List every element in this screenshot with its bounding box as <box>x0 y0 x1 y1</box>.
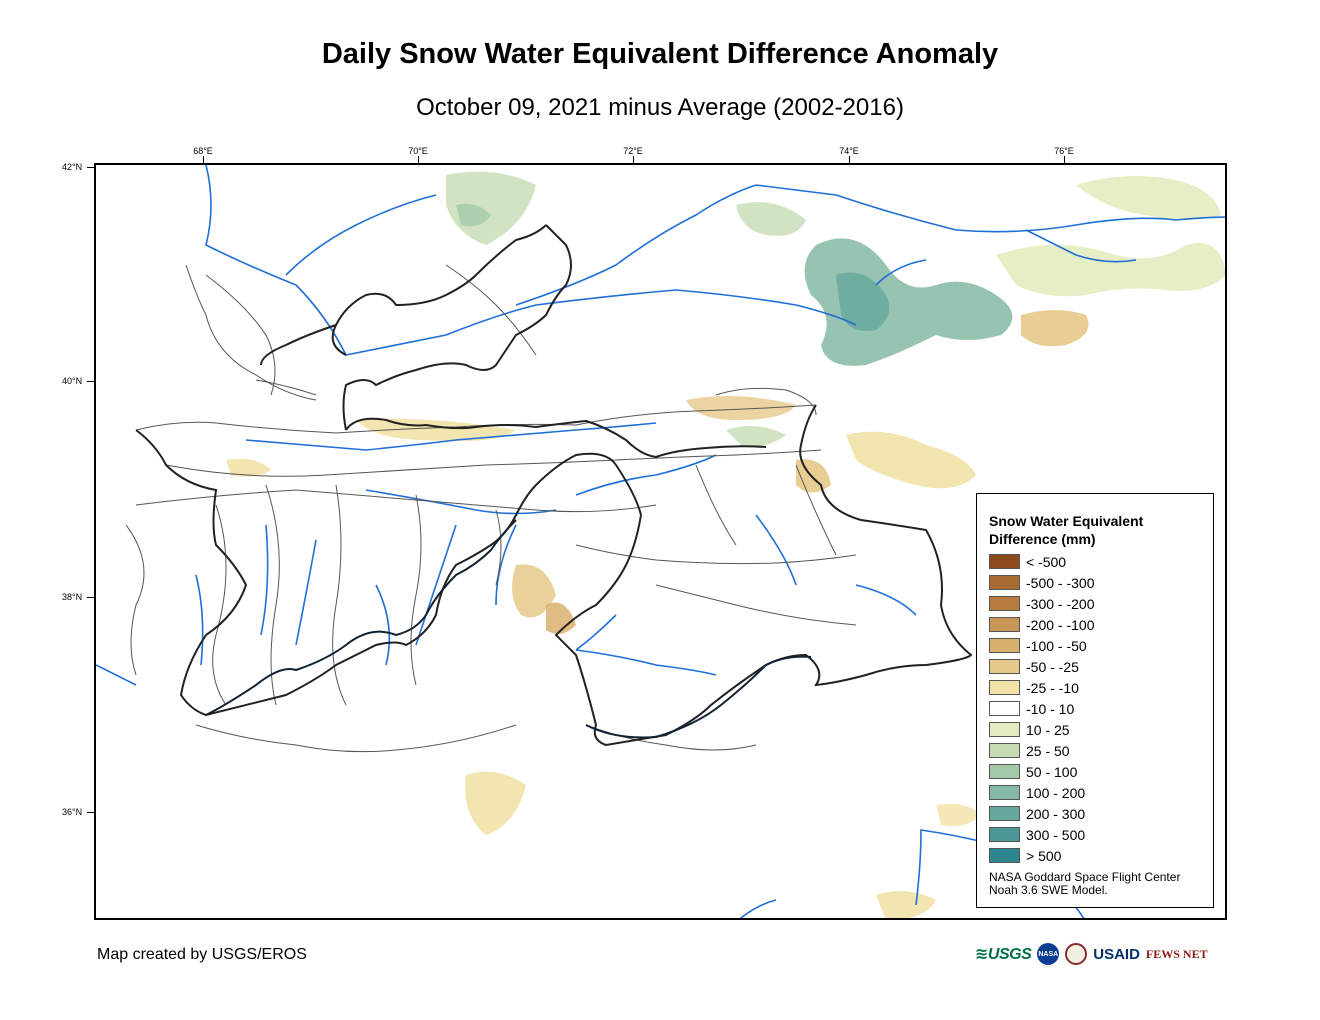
legend-row: > 500 <box>989 845 1094 866</box>
legend-row: -200 - -100 <box>989 614 1094 635</box>
legend-row: -500 - -300 <box>989 572 1094 593</box>
legend-label: -500 - -300 <box>1026 574 1095 591</box>
map-subtitle: October 09, 2021 minus Average (2002-201… <box>416 94 904 121</box>
legend-label: 50 - 100 <box>1026 763 1078 780</box>
legend-title-line1: Snow Water Equivalent <box>989 513 1144 529</box>
legend-swatch <box>989 680 1020 695</box>
nasa-logo: NASA <box>1037 943 1060 965</box>
lat-tick-mark <box>87 597 94 598</box>
lon-tick-mark <box>418 156 419 163</box>
legend-credit-line1: NASA Goddard Space Flight Center <box>989 870 1181 884</box>
usaid-logo: USAID <box>1093 945 1140 963</box>
lon-tick-72: 72°E <box>623 146 643 156</box>
legend-swatch <box>989 575 1020 590</box>
rivers <box>96 165 1225 918</box>
legend-credit-line2: Noah 3.6 SWE Model. <box>989 883 1108 897</box>
legend: Snow Water Equivalent Difference (mm) < … <box>976 493 1214 908</box>
legend-swatch <box>989 848 1020 863</box>
lon-tick-mark <box>633 156 634 163</box>
lat-tick-mark <box>87 167 94 168</box>
lat-tick-36: 36°N <box>62 807 83 817</box>
legend-label: 25 - 50 <box>1026 742 1070 759</box>
legend-swatch <box>989 701 1020 716</box>
legend-swatch <box>989 659 1020 674</box>
legend-label: < -500 <box>1026 553 1067 570</box>
lat-tick-mark <box>87 381 94 382</box>
lon-tick-68: 68°E <box>193 146 213 156</box>
admin-boundaries <box>125 264 857 753</box>
legend-swatch <box>989 827 1020 842</box>
legend-row: 10 - 25 <box>989 719 1094 740</box>
fews-net-logo: FEWS NET <box>1145 946 1208 961</box>
lon-tick-mark <box>1064 156 1065 163</box>
legend-label: 100 - 200 <box>1026 784 1086 801</box>
legend-label: 300 - 500 <box>1026 826 1086 843</box>
legend-label: -25 - -10 <box>1026 679 1079 696</box>
legend-items: < -500 -500 - -300 -300 - -200 -200 - -100 -… <box>989 551 1094 866</box>
legend-swatch <box>989 806 1020 821</box>
swe-negative-areas <box>226 310 1089 918</box>
legend-swatch <box>989 638 1020 653</box>
legend-label: -100 - -50 <box>1026 637 1087 654</box>
legend-swatch <box>989 554 1020 569</box>
legend-label: 10 - 25 <box>1026 721 1070 738</box>
legend-title-line2: Difference (mm) <box>989 531 1096 547</box>
lat-tick-40: 40°N <box>62 376 83 386</box>
lon-tick-mark <box>203 156 204 163</box>
legend-label: -10 - 10 <box>1026 700 1075 717</box>
legend-row: 100 - 200 <box>989 782 1094 803</box>
logo-strip: ≋USGS NASA USAID FEWS NET <box>975 940 1225 968</box>
lat-tick-38: 38°N <box>62 592 83 602</box>
legend-credit: NASA Goddard Space Flight Center Noah 3.… <box>989 871 1180 897</box>
swe-positive-areas <box>446 171 1225 447</box>
legend-label: -300 - -200 <box>1026 595 1095 612</box>
legend-swatch <box>989 596 1020 611</box>
legend-swatch <box>989 764 1020 779</box>
legend-label: > 500 <box>1026 847 1062 864</box>
map-title: Daily Snow Water Equivalent Difference A… <box>321 38 999 70</box>
usgs-logo: ≋USGS <box>975 946 1032 963</box>
legend-row: -50 - -25 <box>989 656 1094 677</box>
legend-swatch <box>989 743 1020 758</box>
legend-title: Snow Water Equivalent Difference (mm) <box>989 512 1143 548</box>
legend-label: -50 - -25 <box>1026 658 1079 675</box>
legend-row: -300 - -200 <box>989 593 1094 614</box>
legend-swatch <box>989 722 1020 737</box>
legend-row: 200 - 300 <box>989 803 1094 824</box>
lon-tick-70: 70°E <box>408 146 428 156</box>
lon-tick-76: 76°E <box>1054 146 1074 156</box>
legend-label: -200 - -100 <box>1026 616 1095 633</box>
legend-label: 200 - 300 <box>1026 805 1086 822</box>
legend-swatch <box>989 617 1020 632</box>
lat-tick-42: 42°N <box>62 162 83 172</box>
border-river <box>205 519 812 739</box>
usda-seal-logo <box>1065 943 1088 965</box>
map-canvas <box>96 165 1225 918</box>
legend-row: 300 - 500 <box>989 824 1094 845</box>
legend-row: 50 - 100 <box>989 761 1094 782</box>
lon-tick-74: 74°E <box>839 146 859 156</box>
lon-tick-mark <box>849 156 850 163</box>
legend-row: < -500 <box>989 551 1094 572</box>
national-boundary <box>135 224 973 747</box>
legend-swatch <box>989 785 1020 800</box>
footer-credit: Map created by USGS/EROS <box>97 946 307 963</box>
legend-row: -10 - 10 <box>989 698 1094 719</box>
legend-row: -100 - -50 <box>989 635 1094 656</box>
legend-row: -25 - -10 <box>989 677 1094 698</box>
legend-row: 25 - 50 <box>989 740 1094 761</box>
lat-tick-mark <box>87 812 94 813</box>
